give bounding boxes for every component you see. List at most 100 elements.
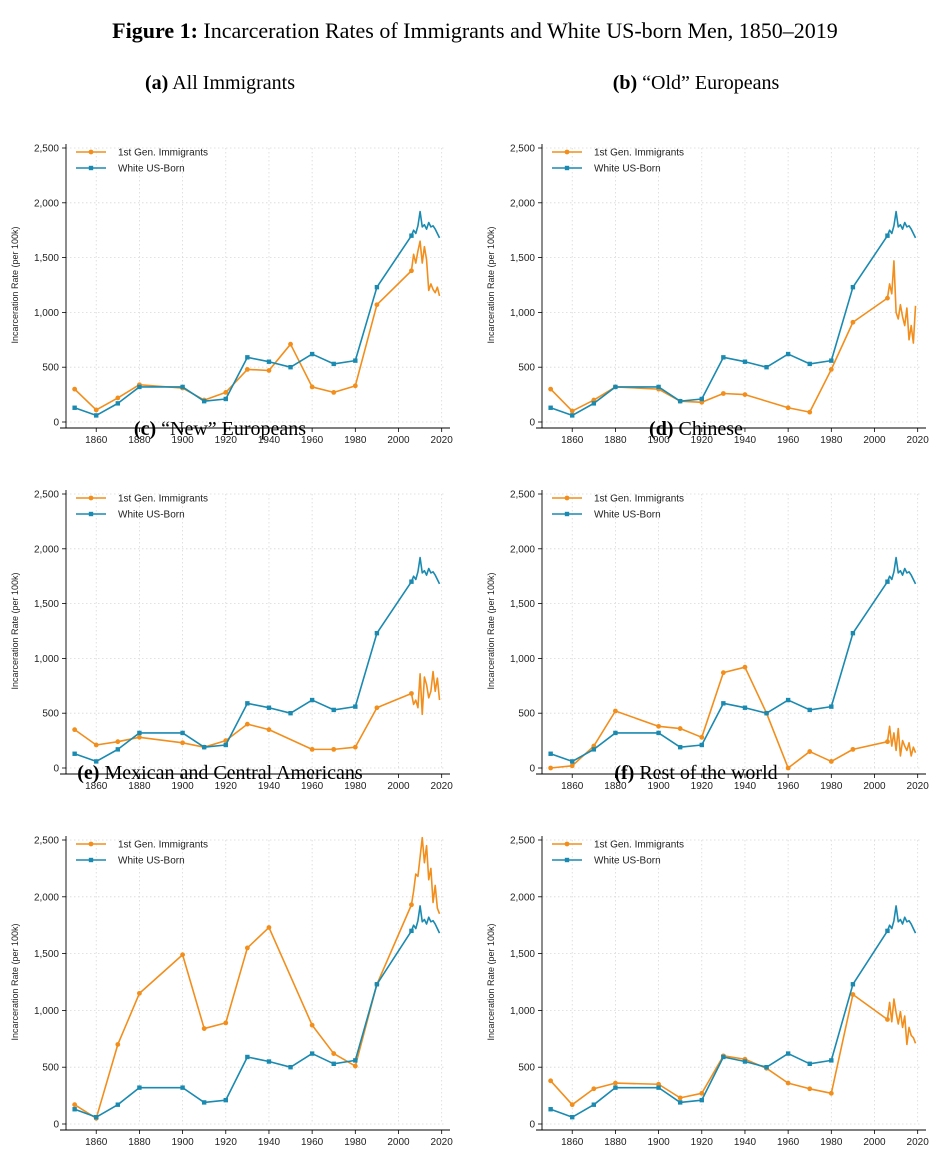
legend-label: White US-Born <box>118 510 185 521</box>
y-tick-label: 2,000 <box>510 892 535 903</box>
data-point <box>885 928 890 934</box>
panel-title: (c) “New” Europeans <box>0 418 440 441</box>
data-point <box>885 579 890 584</box>
data-point <box>137 730 142 736</box>
x-tick-label: 1940 <box>258 1137 281 1148</box>
legend-label: White US-Born <box>594 510 661 521</box>
data-point <box>266 1059 272 1064</box>
data-point <box>720 670 726 676</box>
legend-label: 1st Gen. Immigrants <box>118 840 208 851</box>
panel-title: (f) Rest of the world <box>476 762 916 785</box>
y-tick-label: 500 <box>518 709 535 720</box>
grid <box>542 839 922 1125</box>
legend-label: 1st Gen. Immigrants <box>594 840 684 851</box>
y-tick-label: 2,000 <box>34 198 59 209</box>
x-tick-label: 1980 <box>820 1137 843 1148</box>
data-point <box>742 392 748 397</box>
data-point <box>201 1026 207 1031</box>
data-point <box>699 734 705 740</box>
x-tick-label: 1940 <box>258 435 281 446</box>
data-point <box>223 390 229 395</box>
data-point <box>201 744 207 750</box>
data-point <box>656 1081 661 1087</box>
series-white-us-born <box>72 556 441 764</box>
data-point <box>374 284 380 290</box>
data-point <box>785 697 791 703</box>
data-point <box>613 1080 618 1086</box>
y-tick-label: 1,000 <box>510 308 535 319</box>
series-white-us-born <box>548 556 917 764</box>
x-tick-label: 1860 <box>85 1137 108 1148</box>
y-tick-label: 500 <box>518 363 535 374</box>
x-tick-label: 1860 <box>561 781 584 792</box>
data-point <box>331 707 336 713</box>
data-point <box>785 1051 791 1056</box>
data-point <box>93 407 99 413</box>
data-point <box>266 727 272 733</box>
x-tick-label: 1860 <box>85 781 108 792</box>
data-point <box>245 355 250 360</box>
x-tick-label: 1940 <box>734 1137 757 1148</box>
data-point <box>677 398 683 404</box>
data-point <box>656 384 661 390</box>
data-point <box>720 391 726 396</box>
x-tick-label: 1900 <box>171 781 194 792</box>
series-line <box>74 210 441 417</box>
data-point <box>352 744 358 750</box>
legend-marker <box>564 495 570 501</box>
data-point <box>807 409 813 415</box>
panel-title-text: Chinese <box>678 418 743 440</box>
data-point <box>180 1085 185 1090</box>
chart-f: 1860 1880 1900 1920 1940 1960 1980 2000 2020 0 500… <box>486 836 929 1149</box>
y-tick-label: 0 <box>529 764 535 775</box>
data-point <box>850 630 856 636</box>
legend-label: White US-Born <box>594 164 661 175</box>
series-line <box>550 993 917 1106</box>
series-line <box>74 670 441 751</box>
data-point <box>409 691 414 696</box>
legend: 1st Gen. Immigrants White US-Born <box>76 494 208 521</box>
data-point <box>331 361 336 367</box>
legend-marker <box>564 165 570 171</box>
series-line <box>550 210 917 417</box>
series-immigrants <box>548 664 917 771</box>
data-point <box>613 730 618 736</box>
x-tick-label: 1920 <box>691 1137 714 1148</box>
data-point <box>352 383 358 389</box>
x-tick-label: 2000 <box>387 1137 410 1148</box>
x-tick-label: 1960 <box>301 435 324 446</box>
data-point <box>331 1051 337 1056</box>
legend: 1st Gen. Immigrants White US-Born <box>76 840 208 867</box>
panel-label: (b) <box>612 72 638 94</box>
data-point <box>288 1065 293 1070</box>
y-tick-label: 2,500 <box>34 144 59 155</box>
data-point <box>409 902 414 908</box>
x-tick-label: 1900 <box>647 435 670 446</box>
x-tick-label: 2000 <box>387 435 410 446</box>
data-point <box>764 711 769 716</box>
data-point <box>699 1090 705 1096</box>
y-tick-label: 0 <box>529 418 535 429</box>
y-tick-label: 500 <box>42 1063 59 1074</box>
data-point <box>828 366 834 372</box>
data-point <box>613 384 618 390</box>
data-point <box>409 579 414 584</box>
x-tick-label: 1960 <box>777 435 800 446</box>
y-tick-label: 0 <box>529 1120 535 1131</box>
panel-title: (a) All Immigrants <box>0 72 440 95</box>
data-point <box>201 1100 207 1105</box>
data-point <box>591 1086 597 1092</box>
y-axis-label: Incarceration Rate (per 100k) <box>486 226 496 343</box>
data-point <box>201 398 207 404</box>
data-point <box>721 355 726 360</box>
data-point <box>591 1102 597 1107</box>
data-point <box>742 1059 748 1064</box>
y-tick-label: 500 <box>42 363 59 374</box>
x-tick-label: 1900 <box>171 435 194 446</box>
x-tick-label: 2000 <box>387 781 410 792</box>
data-point <box>288 365 293 370</box>
panel-title-text: “New” Europeans <box>161 418 307 440</box>
data-point <box>309 746 315 752</box>
data-point <box>829 358 834 363</box>
y-tick-label: 1,500 <box>34 949 59 960</box>
